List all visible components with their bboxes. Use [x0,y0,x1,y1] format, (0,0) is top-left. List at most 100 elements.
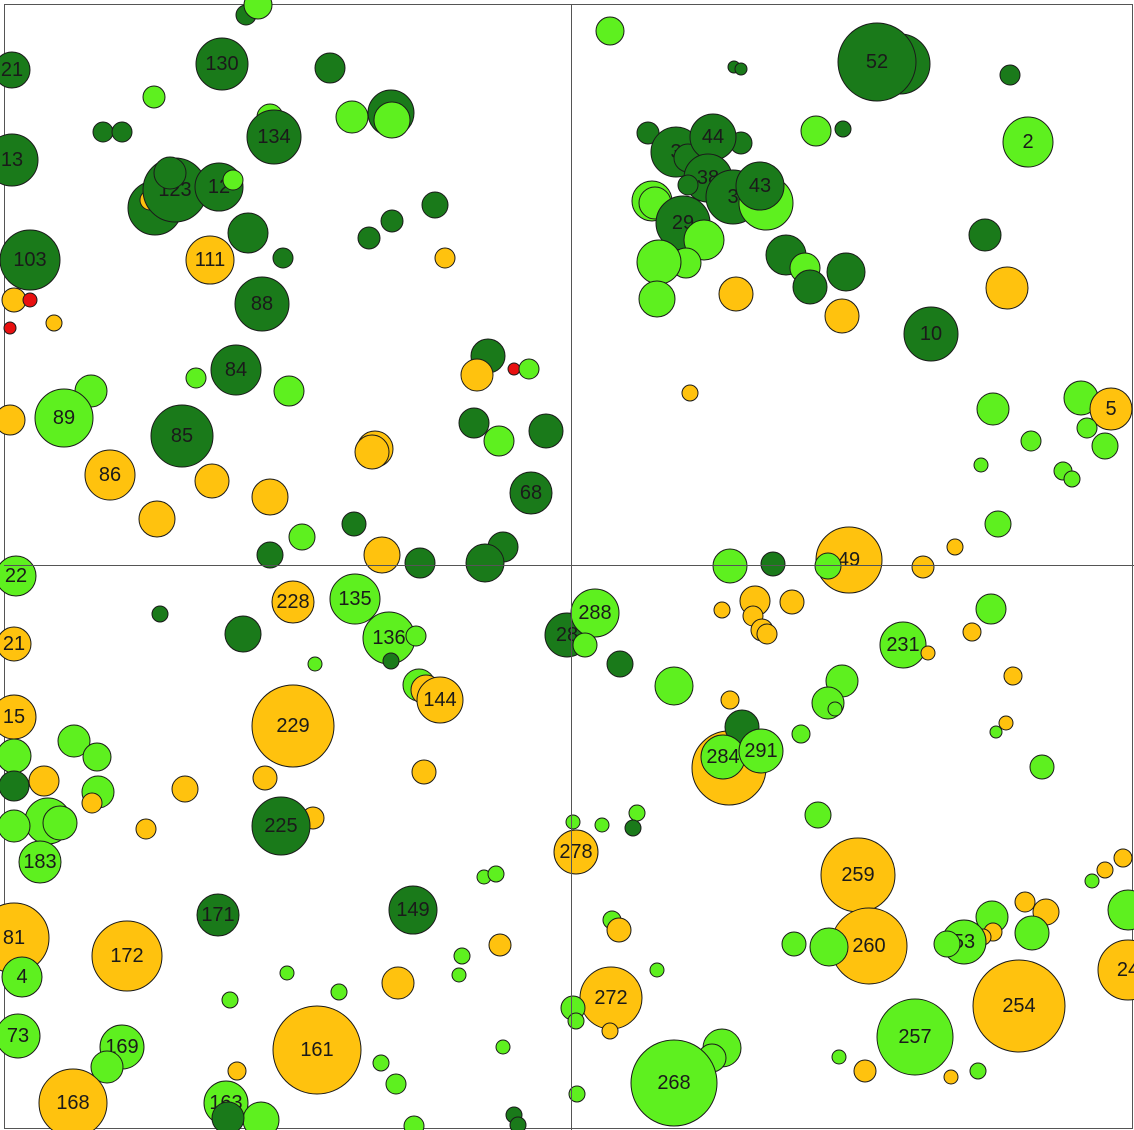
bubble [973,457,989,473]
bubble-mark [458,407,490,439]
bubble [911,555,935,579]
bubble-mark [194,463,230,499]
bubble-mark [421,191,449,219]
bubble-label: 22 [5,565,27,587]
bubble-mark [372,1054,390,1072]
bubble: 44 [689,113,737,161]
bubble [809,927,849,967]
bubble [405,625,427,647]
bubble: 81 [0,902,50,974]
bubble: 288 [570,588,620,638]
bubble [1020,430,1042,452]
bubble-label: 3 [727,186,738,208]
bubble-mark [553,829,599,875]
bubble [403,1115,425,1130]
bubble: 135 [329,573,381,625]
bubble [171,775,199,803]
bubble-mark [565,814,581,830]
bubble-mark [837,22,917,102]
bubble-mark [227,1061,247,1081]
bubble [628,804,646,822]
bubble: 21 [0,626,32,662]
bubble-mark [636,239,682,285]
bubble: 52 [837,22,917,102]
bubble [495,1039,511,1055]
bubble-label: 10 [920,323,942,345]
bubble [567,1012,585,1030]
bubble [224,615,262,653]
bubble [82,742,112,772]
bubble-mark [171,775,199,803]
bubble-mark [341,511,367,537]
bubble-label: 85 [171,425,193,447]
bubble-label: 15 [3,706,25,728]
bubble [962,622,982,642]
bubble-mark [381,966,415,1000]
bubble [624,819,642,837]
bubble-mark [969,1062,987,1080]
bubble: 88 [234,276,290,332]
bubble [594,817,610,833]
bubble-mark [518,358,540,380]
bubble-mark [713,601,731,619]
bubble: 22 [0,555,37,597]
bubble-mark [989,725,1003,739]
bubble: 149 [388,885,438,935]
bubble: 89 [34,388,94,448]
bubble-mark [45,314,63,332]
bubble-mark [1003,666,1023,686]
bubble-mark [876,998,954,1076]
bubble-mark [1063,470,1081,488]
bubble-mark [84,449,136,501]
bubble [1,287,27,313]
bubble-mark [628,804,646,822]
bubble [756,623,778,645]
bubble-label: 88 [251,293,273,315]
bubble-mark [0,738,32,774]
bubble [465,543,505,583]
bubble-mark [630,1039,718,1127]
bubble-mark [42,805,78,841]
bubble-mark [779,589,805,615]
bubble-mark [734,62,748,76]
bubble-mark [595,16,625,46]
bubble [989,725,1003,739]
bubble-mark [34,388,94,448]
bubble-label: 257 [898,1026,931,1048]
bubble [222,169,244,191]
bubble [45,314,63,332]
bubble [781,931,807,957]
bubble-mark [824,298,860,334]
bubble [779,589,805,615]
bubble-mark [1107,889,1134,931]
bubble-mark [329,573,381,625]
bubble-mark [196,893,240,937]
bubble-label: 168 [56,1092,89,1114]
bubble-mark [649,962,665,978]
bubble-mark [962,622,982,642]
bubble-mark [568,1085,586,1103]
bubble-mark [827,701,843,717]
bubble [256,541,284,569]
bubble [933,930,961,958]
bubble-mark [738,728,784,774]
bubble [528,413,564,449]
bubble-mark [606,650,634,678]
bubble: 168 [38,1068,108,1130]
bubble [243,0,273,20]
bubble-mark [3,321,17,335]
bubble-mark [804,801,832,829]
bubble-mark [185,367,207,389]
bubble-mark [879,621,927,669]
bubble [151,605,169,623]
bubble-label: 231 [886,634,919,656]
bubble-label: 225 [264,815,297,837]
bubble [827,701,843,717]
bubble-mark [22,292,38,308]
bubble-label: 24 [1117,959,1134,981]
bubble-mark [638,280,676,318]
bubble [252,765,278,791]
bubble [483,425,515,457]
bubble-mark [142,85,166,109]
bubble-label: 73 [7,1025,29,1047]
